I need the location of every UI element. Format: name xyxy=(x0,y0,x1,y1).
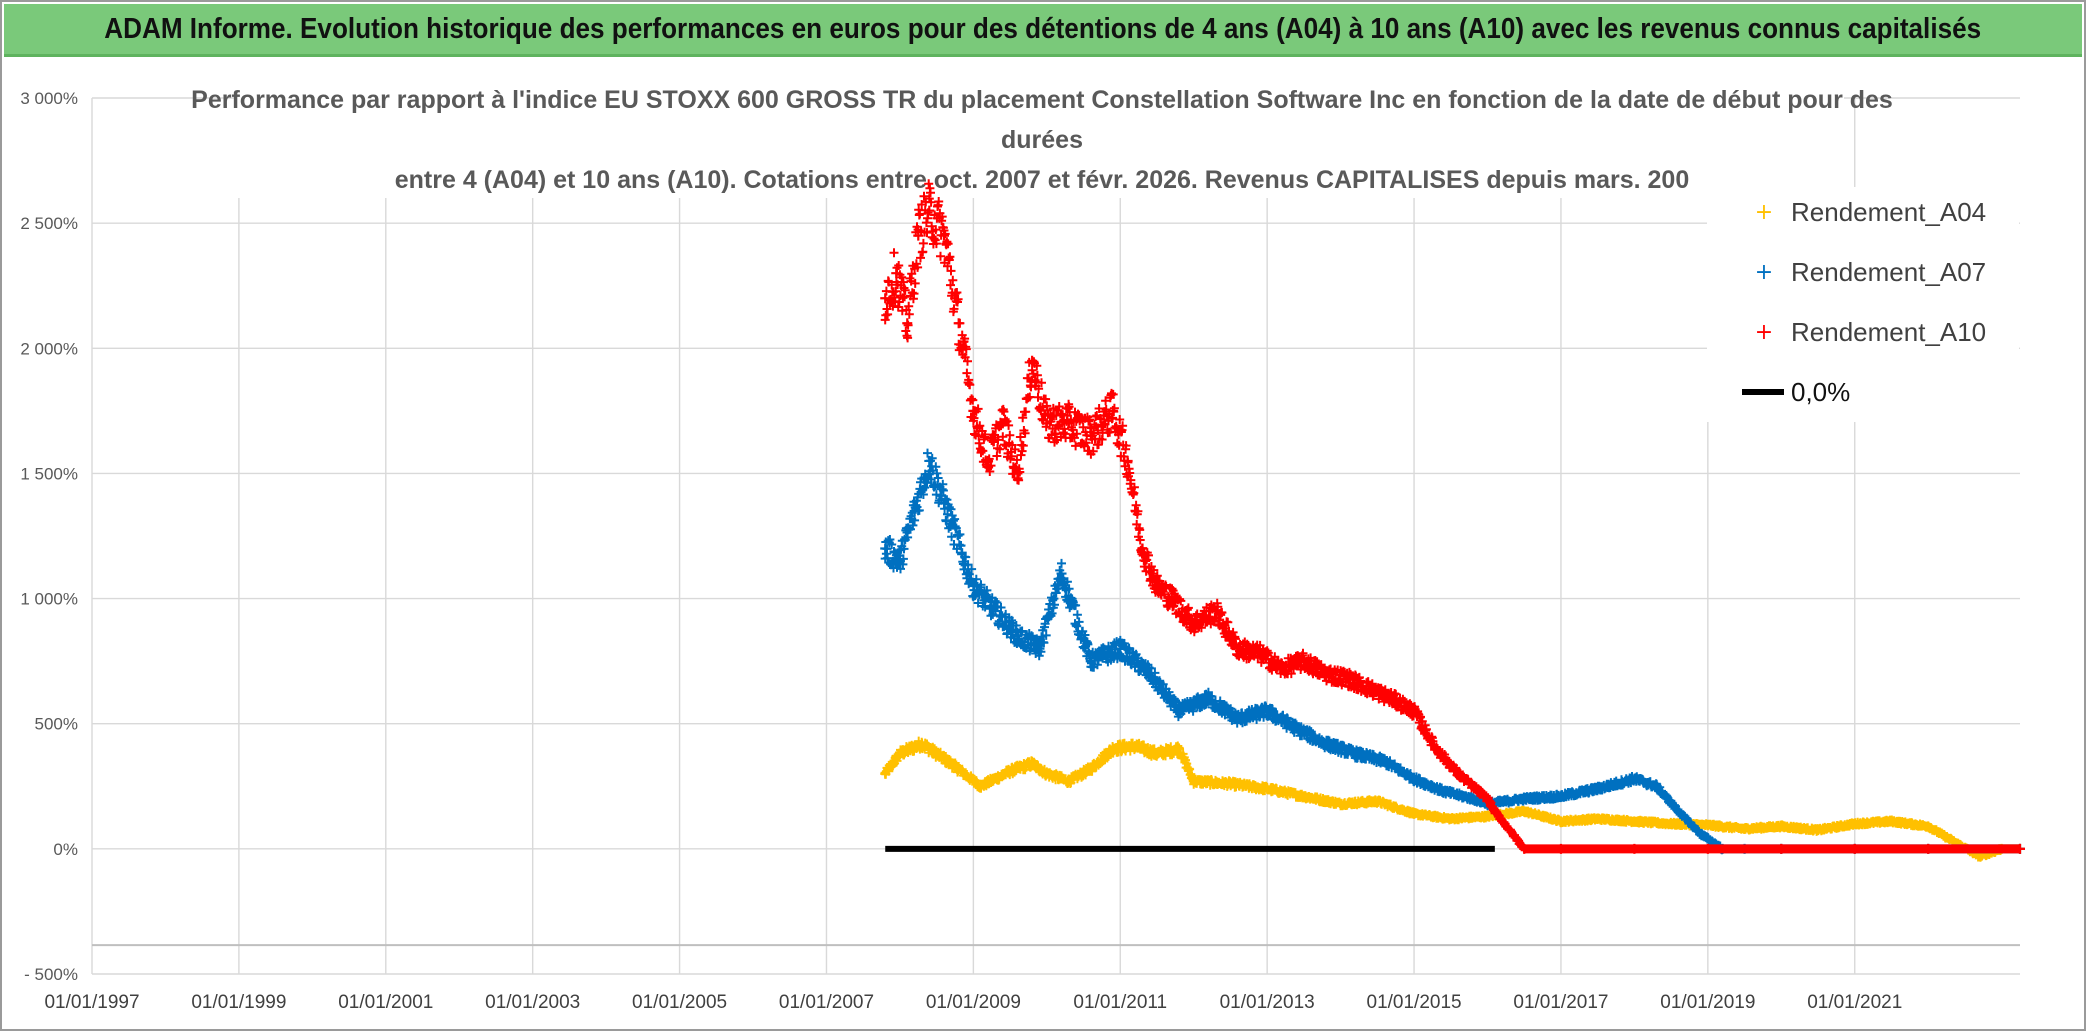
y-tick-label: 2 000% xyxy=(20,339,78,358)
series-markers xyxy=(880,448,2025,855)
series-rendement-a07 xyxy=(880,448,2025,855)
series-markers xyxy=(880,179,2025,854)
chart-title-line-3: entre 4 (A04) et 10 ans (A10). Cotations… xyxy=(395,166,1689,194)
x-tick-label: 01/01/2005 xyxy=(632,992,727,1013)
legend-label-a10: Rendement_A10 xyxy=(1791,317,1986,347)
series-rendement-a10 xyxy=(880,179,2025,854)
x-tick-label: 01/01/1999 xyxy=(191,992,286,1013)
y-tick-label: 500% xyxy=(35,715,78,734)
x-tick-label: 01/01/2017 xyxy=(1513,992,1608,1013)
legend-label-zero: 0,0% xyxy=(1791,377,1850,407)
legend-marker-a10: + xyxy=(1755,320,1773,345)
chart-title-line-1: Performance par rapport à l'indice EU ST… xyxy=(191,86,1893,114)
legend-label-a04: Rendement_A04 xyxy=(1791,197,1986,227)
y-tick-label: - 500% xyxy=(24,965,78,984)
banner-title: ADAM Informe. Evolution historique des p… xyxy=(104,12,1982,45)
x-tick-label: 01/01/1997 xyxy=(44,992,139,1013)
legend: + Rendement_A04 + Rendement_A07 + Rendem… xyxy=(1707,187,2019,422)
x-tick-label: 01/01/2001 xyxy=(338,992,433,1013)
series-markers xyxy=(880,736,2025,862)
x-tick-label: 01/01/2011 xyxy=(1073,992,1167,1013)
y-tick-label: 2 500% xyxy=(20,214,78,233)
y-tick-label: 3 000% xyxy=(20,89,78,108)
legend-item-a04: + Rendement_A04 xyxy=(1755,197,1986,227)
chart-title-bg xyxy=(234,80,1844,198)
x-tick-label: 01/01/2007 xyxy=(779,992,874,1013)
legend-bg xyxy=(1707,187,2019,422)
y-tick-label: 0% xyxy=(53,840,78,859)
x-tick-label: 01/01/2003 xyxy=(485,992,580,1013)
axes: - 500% 0% 500% 1 000% 1 500% 2 000% 2 500% 3 00… xyxy=(20,89,2020,1013)
banner: ADAM Informe. Evolution historique des p… xyxy=(4,4,2082,57)
chart-title: Performance par rapport à l'indice EU ST… xyxy=(191,80,1893,198)
x-tick-label: 01/01/2019 xyxy=(1660,992,1755,1013)
legend-item-a10: + Rendement_A10 xyxy=(1755,317,1986,347)
series-rendement-a04 xyxy=(880,736,2025,862)
legend-marker-a04: + xyxy=(1755,200,1773,225)
chart-title-line-2: durées xyxy=(1001,126,1083,154)
y-tick-label: 1 500% xyxy=(20,464,78,483)
x-tick-label: 01/01/2021 xyxy=(1807,992,1902,1013)
x-tick-label: 01/01/2013 xyxy=(1220,992,1315,1013)
x-tick-label: 01/01/2015 xyxy=(1367,992,1462,1013)
legend-marker-a07: + xyxy=(1755,260,1773,285)
legend-label-a07: Rendement_A07 xyxy=(1791,257,1986,287)
plot-area xyxy=(880,179,2025,862)
legend-item-a07: + Rendement_A07 xyxy=(1755,257,1986,287)
y-tick-label: 1 000% xyxy=(20,590,78,609)
x-tick-label: 01/01/2009 xyxy=(926,992,1021,1013)
legend-item-zero: 0,0% xyxy=(1742,377,1850,407)
